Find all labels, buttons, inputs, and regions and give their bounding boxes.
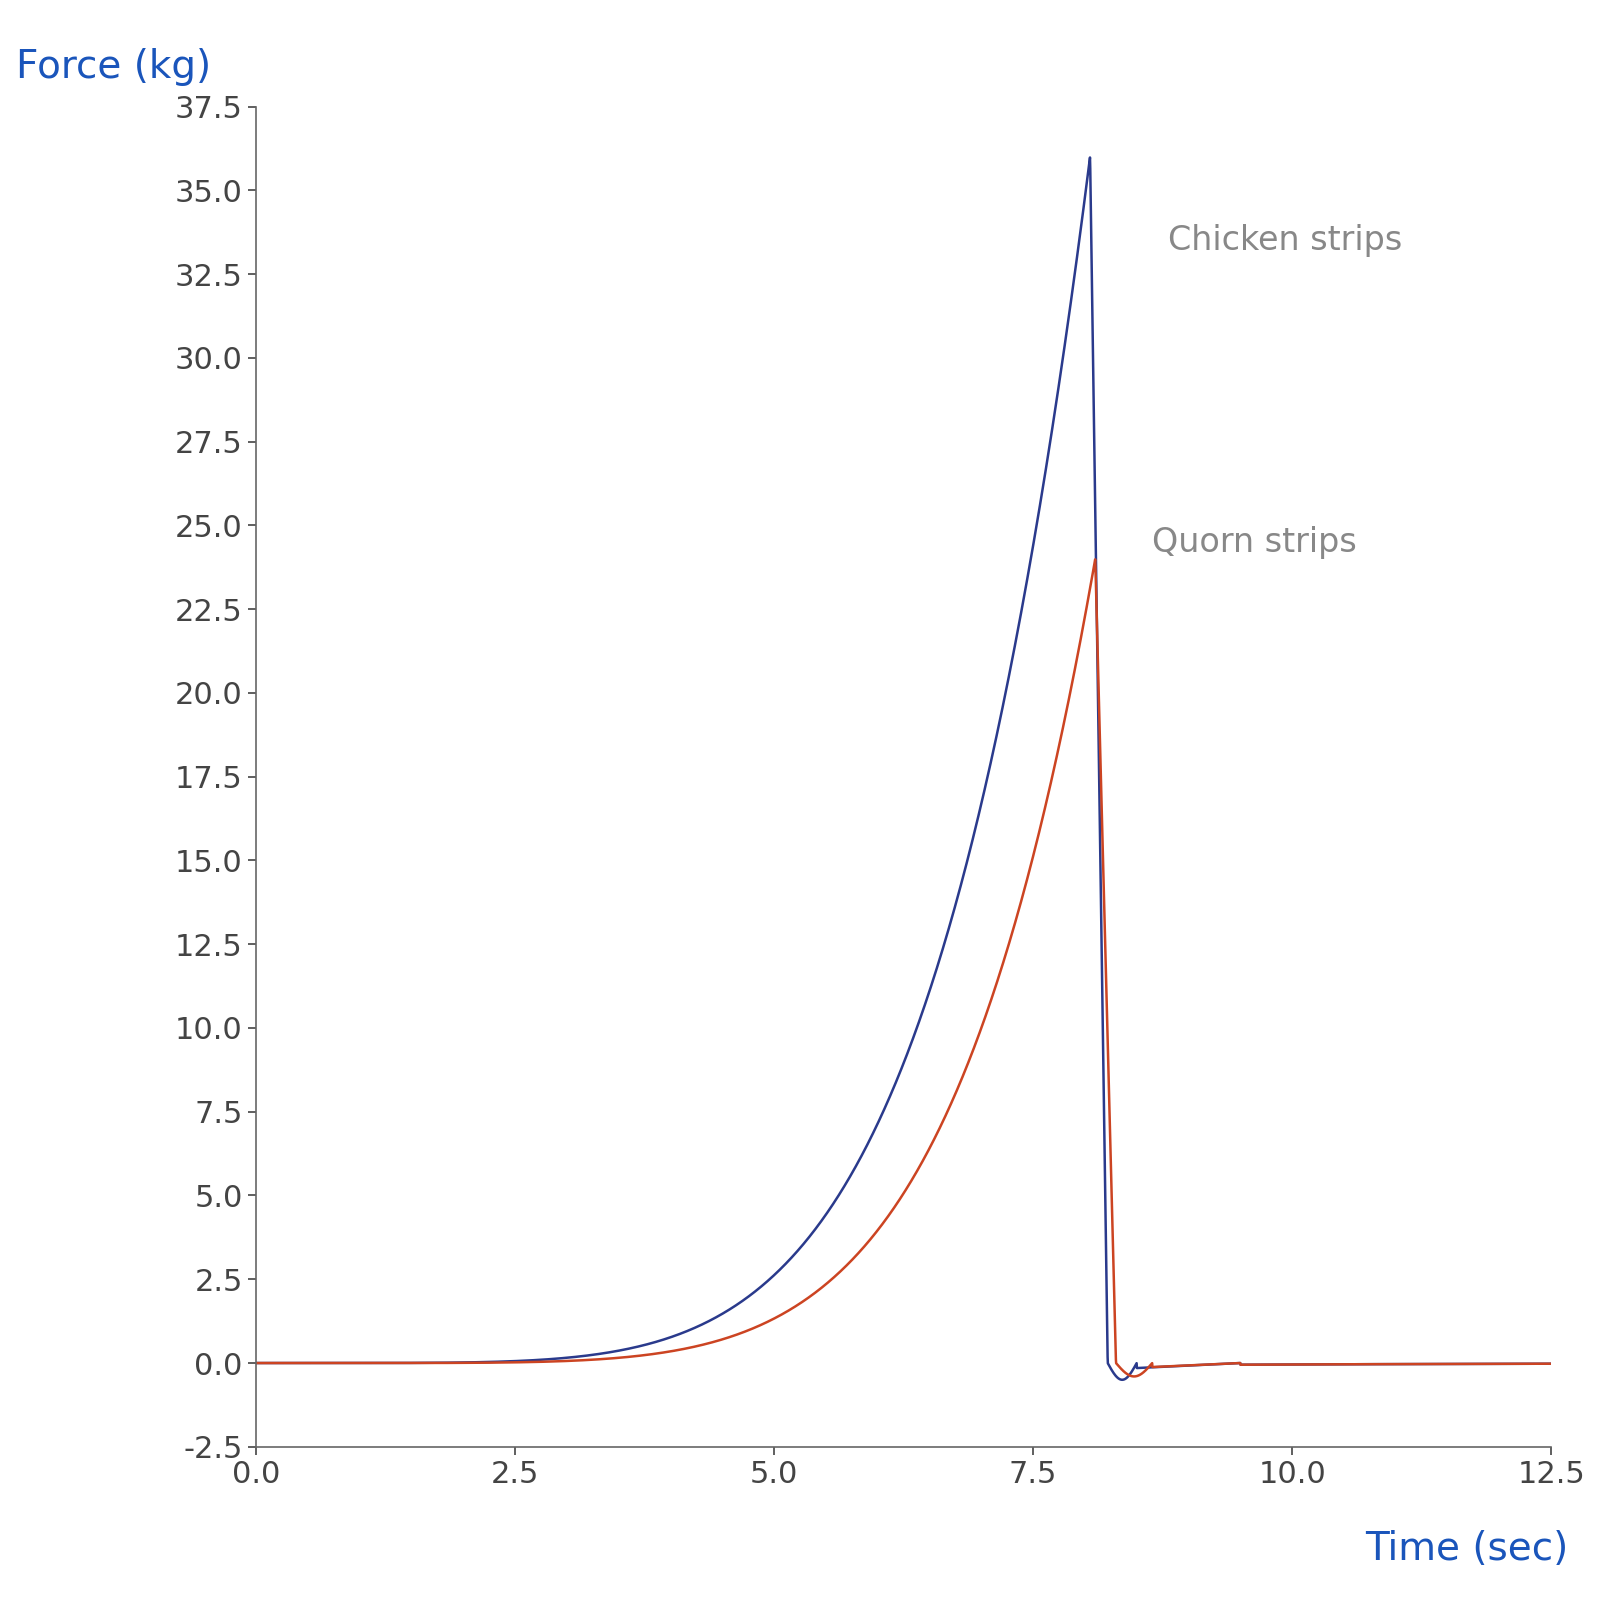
Text: Force (kg): Force (kg) [16, 48, 211, 86]
Text: Time (sec): Time (sec) [1365, 1530, 1568, 1568]
Text: Quorn strips: Quorn strips [1152, 525, 1357, 558]
Text: Chicken strips: Chicken strips [1168, 224, 1402, 258]
